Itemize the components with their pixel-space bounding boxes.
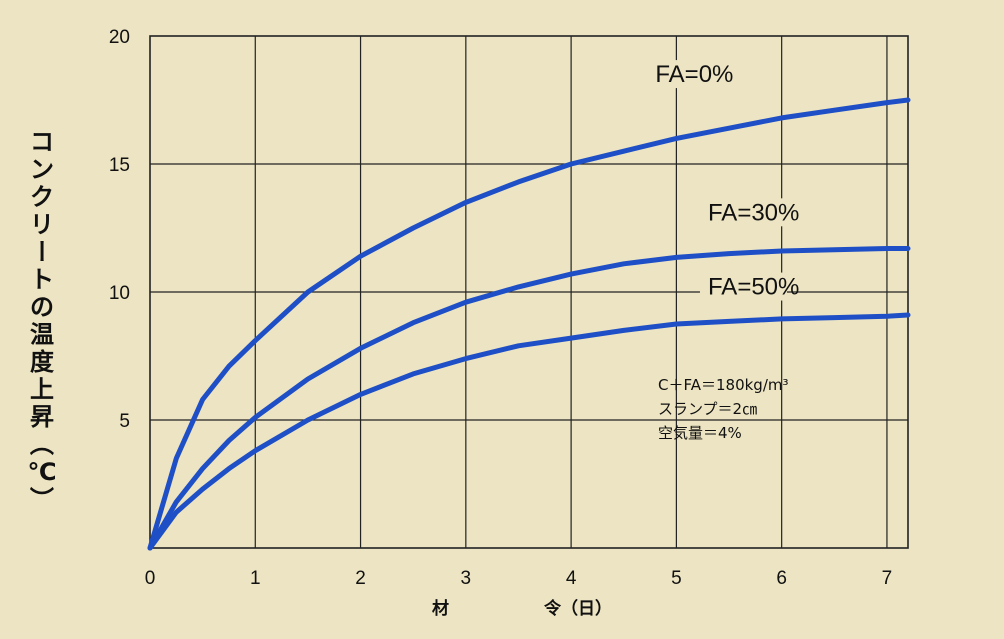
- x-tick-label: 5: [671, 568, 682, 589]
- y-axis-label-glyph: （: [27, 432, 55, 456]
- y-axis-label-glyph: ン: [30, 156, 54, 184]
- x-tick-label: 1: [250, 568, 261, 589]
- y-axis-label-glyph: 昇: [30, 403, 54, 431]
- x-tick-label: 7: [882, 568, 893, 589]
- x-tick-label: 6: [776, 568, 787, 589]
- axes: 0 1 2 3 4 5 6 7 5 10 15 20: [109, 27, 892, 589]
- y-axis-label-glyph: コ: [30, 128, 54, 156]
- y-tick-label: 15: [109, 155, 130, 176]
- y-axis-label-glyph: ー: [27, 239, 55, 263]
- y-axis-label-glyph: の: [30, 293, 54, 321]
- y-axis-label-glyph: リ: [30, 211, 54, 239]
- series-line-2: [147, 246, 911, 551]
- series-labels: FA=0% FA=30% FA=50%: [647, 60, 799, 301]
- series-label-1: FA=0%: [655, 61, 733, 88]
- conditions-line: スランプ＝2㎝: [658, 400, 757, 418]
- y-axis-label-glyph: ク: [30, 183, 54, 211]
- x-tick-label: 4: [566, 568, 577, 589]
- x-tick-label: 0: [145, 568, 156, 589]
- series-line-3: [147, 312, 911, 551]
- y-axis-label-glyph: ℃: [27, 458, 56, 486]
- series-label-2: FA=30%: [708, 199, 799, 226]
- y-tick-label: 5: [119, 411, 130, 432]
- x-tick-label: 3: [461, 568, 472, 589]
- conditions-line: 空気量＝4%: [658, 424, 742, 442]
- series-label-bg: [699, 272, 787, 301]
- series-label-3: FA=50%: [708, 274, 799, 301]
- y-axis-label-glyph: 温: [30, 321, 54, 349]
- series-line-1: [147, 97, 911, 551]
- series-label-bg: [647, 60, 720, 89]
- x-tick-label: 2: [355, 568, 366, 589]
- x-axis-label-right: 令（日）: [544, 598, 612, 619]
- y-axis-label-glyph: ト: [30, 266, 54, 294]
- y-tick-label: 20: [109, 27, 130, 48]
- y-axis-label-glyph: 上: [30, 376, 54, 404]
- series-label-bg: [699, 198, 787, 227]
- y-axis-label-glyph: 度: [30, 348, 55, 376]
- y-axis-label-glyph: ）: [27, 487, 55, 511]
- x-axis-label-left: 材: [432, 598, 449, 619]
- y-tick-label: 10: [109, 283, 130, 304]
- series-group: [147, 97, 911, 551]
- conditions-line: C＋FA＝180kg/m³: [658, 376, 789, 394]
